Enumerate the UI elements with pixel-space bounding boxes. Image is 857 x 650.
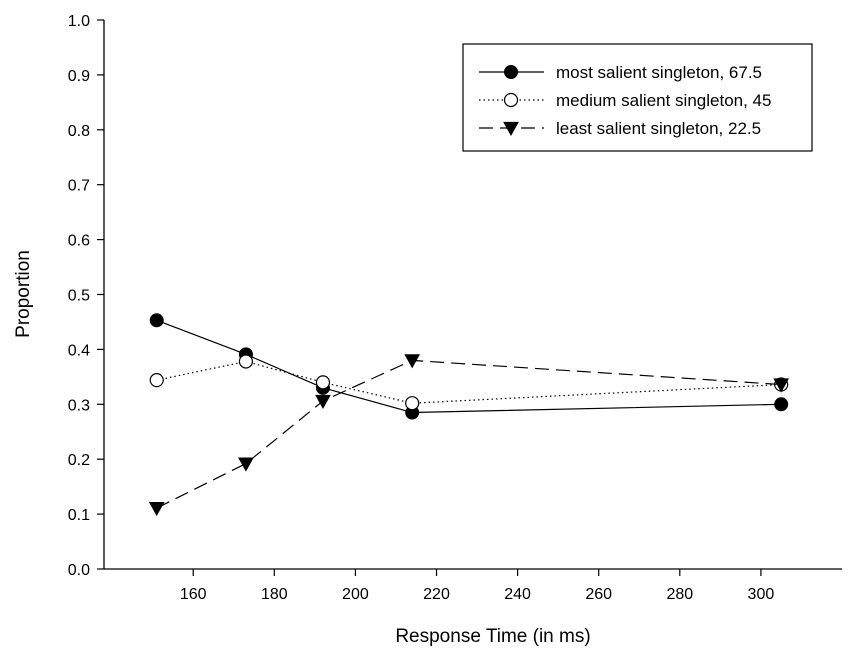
y-tick-label: 0.1 (68, 507, 90, 524)
legend-label: medium salient singleton, 45 (556, 91, 771, 110)
legend-swatch-marker (504, 65, 518, 79)
data-point (149, 373, 164, 388)
x-tick-label: 220 (423, 586, 450, 603)
series-2 (149, 354, 789, 411)
x-tick-label: 300 (748, 586, 775, 603)
y-tick-label: 0.5 (68, 288, 90, 305)
legend-item: most salient singleton, 67.5 (479, 63, 762, 82)
x-tick-label: 180 (261, 586, 288, 603)
y-tick-label: 0.4 (68, 342, 90, 359)
y-ticks: 0.0 0.1 0.2 0.3 0.4 0.5 0.6 0.7 0.8 0.9 1.0 (68, 13, 104, 579)
x-tick-label: 260 (585, 586, 612, 603)
series-3 (148, 354, 790, 517)
series-line (156, 359, 782, 509)
data-point (238, 354, 254, 369)
y-tick-label: 1.0 (68, 13, 90, 30)
x-axis-title: Response Time (in ms) (395, 626, 590, 647)
data-point (238, 457, 254, 472)
x-ticks: 160 180 200 220 240 260 280 300 (180, 569, 774, 603)
y-tick-label: 0.9 (68, 68, 90, 85)
legend: most salient singleton, 67.5 medium salie… (462, 43, 813, 152)
legend-label: most salient singleton, 67.5 (556, 63, 762, 82)
y-tick-label: 0.0 (68, 562, 90, 579)
data-point (773, 378, 790, 393)
data-point (405, 396, 420, 411)
data-point (149, 313, 164, 328)
data-point (774, 397, 789, 412)
x-tick-label: 200 (342, 586, 369, 603)
x-tick-label: 240 (504, 586, 531, 603)
series-line (156, 360, 782, 404)
y-tick-label: 0.2 (68, 452, 90, 469)
legend-items: most salient singleton, 67.5 medium salie… (479, 63, 771, 138)
data-point (404, 354, 421, 369)
legend-item: medium salient singleton, 45 (479, 91, 771, 110)
legend-swatch-marker (503, 121, 519, 137)
y-tick-label: 0.6 (68, 233, 90, 250)
legend-label: least salient singleton, 22.5 (556, 119, 761, 138)
data-point (148, 501, 165, 517)
y-tick-label: 0.3 (68, 397, 90, 414)
x-tick-label: 160 (180, 586, 207, 603)
y-axis-title: Proportion (13, 250, 34, 338)
x-tick-label: 280 (666, 586, 693, 603)
legend-item: least salient singleton, 22.5 (479, 119, 761, 138)
data-point (315, 394, 331, 410)
series-layer (148, 313, 790, 517)
legend-box (462, 43, 813, 152)
legend-swatch-marker (503, 92, 519, 108)
y-tick-label: 0.7 (68, 178, 90, 195)
y-tick-label: 0.8 (68, 123, 90, 140)
data-point (315, 375, 331, 390)
